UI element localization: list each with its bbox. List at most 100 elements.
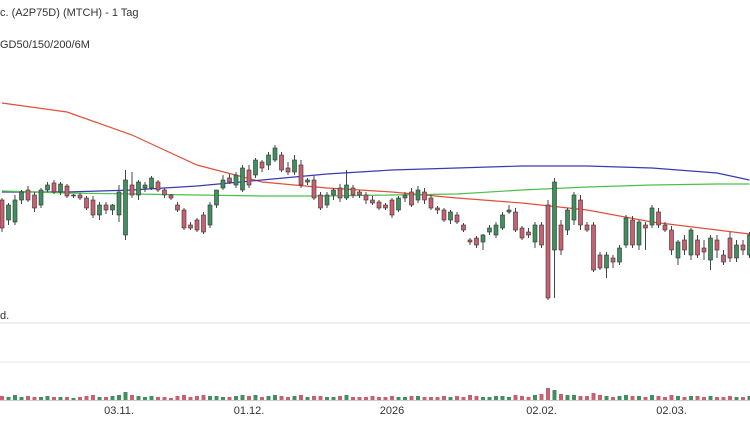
- moving-average: [1, 102, 750, 235]
- candle-body: [688, 229, 694, 256]
- volume-bar: [546, 388, 550, 400]
- candle-body: [506, 209, 512, 213]
- candle-body: [552, 181, 557, 251]
- volume-bar: [175, 396, 180, 400]
- candle-body: [591, 224, 596, 271]
- candle-body: [389, 199, 395, 216]
- volume-bar: [468, 395, 472, 400]
- volume-bar: [708, 396, 713, 400]
- volume-bar: [734, 397, 739, 400]
- candle-body: [51, 182, 57, 193]
- candle-body: [662, 224, 668, 231]
- volume-bar: [669, 395, 674, 400]
- volume-bar: [169, 398, 173, 400]
- volume-bar: [253, 395, 258, 400]
- candle-body: [220, 179, 226, 189]
- volume-bar: [435, 397, 440, 400]
- candle-body: [12, 199, 18, 223]
- volume-bar: [682, 397, 687, 400]
- candle-body: [38, 189, 44, 206]
- volume-bar: [624, 395, 628, 400]
- candle-body: [376, 201, 382, 209]
- candle-body: [64, 185, 70, 197]
- candle-body: [370, 199, 375, 204]
- candle-body: [272, 147, 278, 161]
- volume-bar: [396, 397, 401, 400]
- candle-body: [643, 224, 648, 229]
- volume-bar: [422, 397, 427, 400]
- candle-body: [474, 237, 479, 246]
- volume-bar: [390, 396, 394, 400]
- candle-body: [623, 217, 629, 246]
- volume-bar: [650, 395, 654, 400]
- volume-bar: [461, 397, 466, 400]
- volume-bar: [383, 397, 388, 400]
- candle-body: [253, 159, 258, 176]
- volume-bar: [611, 397, 615, 400]
- volume-bar: [123, 392, 128, 400]
- candle-body: [97, 204, 102, 216]
- candle-body: [584, 224, 590, 231]
- candle-body: [526, 231, 531, 236]
- volume-bar: [279, 396, 284, 400]
- volume-bar: [455, 396, 459, 400]
- volume-bar: [344, 395, 349, 400]
- candle-body: [123, 179, 128, 236]
- candle-body: [461, 224, 466, 231]
- x-tick-label: 2026: [380, 405, 404, 417]
- volume-bar: [52, 397, 56, 400]
- candle-body: [149, 177, 154, 189]
- candle-body: [194, 219, 200, 231]
- volume-bar: [325, 397, 329, 400]
- volume-bar: [331, 397, 336, 400]
- volume-bar: [403, 397, 407, 400]
- candle-body: [227, 177, 232, 183]
- candle-body: [77, 194, 83, 199]
- volume-bar: [715, 397, 719, 400]
- candle-body: [727, 237, 733, 259]
- volume-bar: [292, 396, 297, 400]
- candle-body: [558, 224, 564, 251]
- x-tick-label: 02.02.: [526, 405, 557, 417]
- candle-body: [103, 204, 109, 211]
- volume-bar: [656, 396, 661, 400]
- candle-body: [71, 194, 76, 197]
- volume-bar: [143, 397, 147, 400]
- candle-body: [454, 214, 460, 223]
- volume-bar: [39, 397, 43, 400]
- candle-body: [565, 209, 570, 231]
- candle-body: [617, 247, 622, 263]
- candle-body: [682, 239, 687, 251]
- volume-bar: [617, 396, 622, 400]
- candle-body: [448, 211, 453, 221]
- volume-bar: [97, 397, 102, 400]
- x-tick-label: 02.03.: [656, 405, 687, 417]
- volume-bar: [234, 396, 238, 400]
- candle-body: [539, 224, 544, 246]
- chart-subtitle: GD50/150/200/6M: [0, 39, 90, 51]
- candle-body: [292, 159, 297, 173]
- volume-bar: [240, 395, 245, 400]
- candle-body: [701, 247, 707, 253]
- candle-body: [675, 241, 681, 259]
- candle-body: [480, 234, 486, 243]
- volume-bar: [481, 397, 485, 400]
- volume-bar: [598, 395, 602, 400]
- volume-bar: [65, 397, 69, 400]
- candle-body: [415, 189, 421, 201]
- volume-bar: [533, 395, 537, 400]
- candle-body: [116, 191, 122, 216]
- volume-bar: [604, 396, 609, 400]
- volume-bar: [149, 396, 154, 400]
- candle-body: [246, 169, 252, 186]
- candle-body: [519, 227, 525, 239]
- candle-body: [630, 219, 635, 246]
- volume-bar: [130, 395, 134, 400]
- volume-bar: [370, 396, 375, 400]
- candle-body: [545, 204, 551, 299]
- volume-bar: [162, 397, 167, 400]
- candle-body: [669, 229, 674, 251]
- volume-bar: [286, 397, 290, 400]
- volume-bar: [507, 397, 511, 400]
